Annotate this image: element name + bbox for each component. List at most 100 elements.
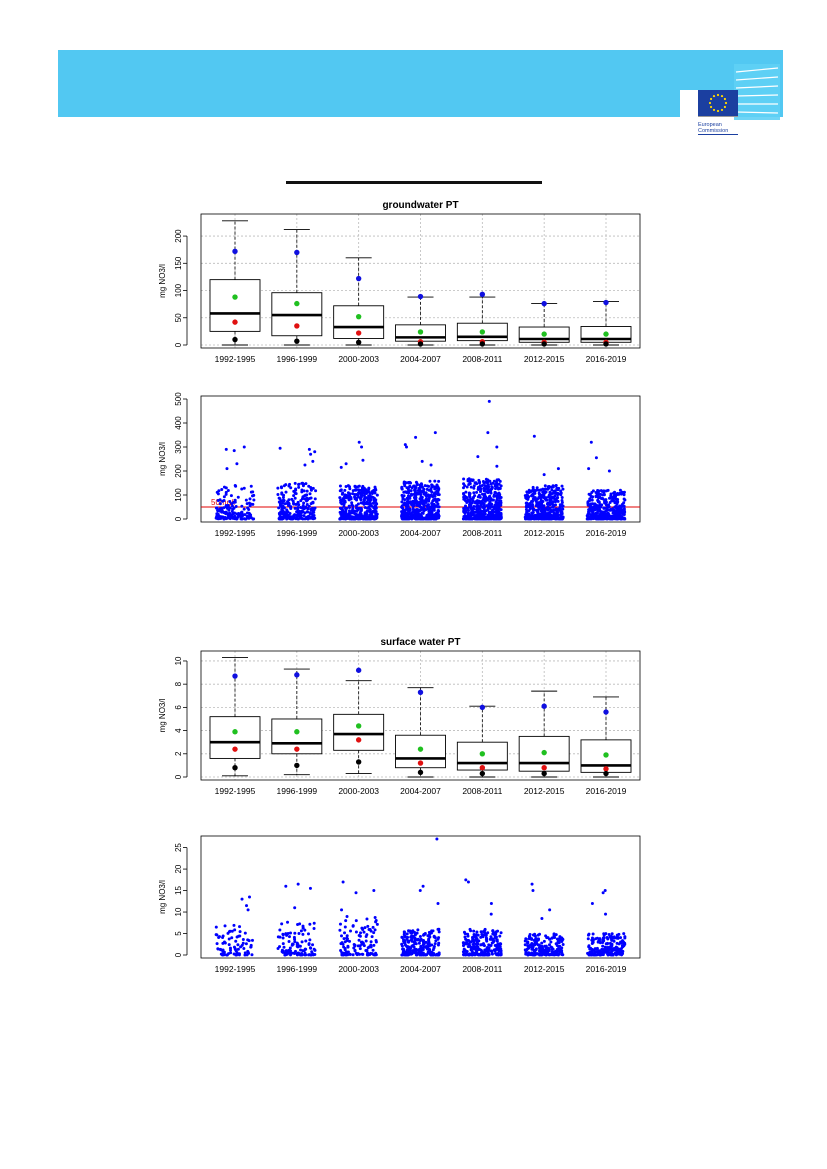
- scatter-point: [425, 504, 429, 508]
- scatter-point: [488, 494, 492, 498]
- scatter-point: [288, 953, 292, 957]
- scatter-point: [610, 508, 614, 512]
- x-tick-label: 2008-2011: [462, 528, 502, 538]
- scatter-point: [214, 506, 218, 510]
- scatter-point: [475, 952, 479, 956]
- min-point: [355, 759, 362, 765]
- scatter-point: [620, 515, 624, 519]
- scatter-point: [485, 945, 489, 949]
- scatter-point: [278, 517, 282, 521]
- x-tick-label: 2016-2019: [586, 964, 627, 974]
- scatter-point: [435, 953, 439, 957]
- scatter-point: [309, 496, 313, 500]
- scatter-point: [252, 498, 256, 502]
- scatter-point: [623, 935, 627, 939]
- scatter-point: [605, 508, 609, 512]
- scatter-point: [373, 504, 377, 508]
- scatter-point: [547, 953, 551, 957]
- scatter-point: [483, 511, 487, 515]
- scatter-point: [471, 496, 475, 500]
- scatter-point: [360, 952, 364, 956]
- scatter-point: [299, 929, 303, 933]
- scatter-point: [302, 949, 306, 953]
- scatter-point: [374, 938, 378, 942]
- scatter-point: [588, 506, 592, 510]
- scatter-point: [309, 452, 313, 456]
- scatter-point: [243, 951, 247, 955]
- scatter-point: [602, 948, 606, 952]
- scatter-point: [312, 510, 316, 514]
- scatter-point: [524, 937, 528, 941]
- scatter-point: [293, 906, 297, 910]
- scatter-point: [413, 488, 417, 492]
- mean-point: [603, 752, 609, 758]
- x-tick-label: 2008-2011: [462, 354, 502, 364]
- scatter-point: [558, 944, 562, 948]
- eu-star-icon: [716, 93, 720, 97]
- scatter-point: [408, 496, 412, 500]
- scatter-point: [355, 953, 359, 957]
- scatter-point: [293, 496, 297, 500]
- scatter-point: [467, 943, 471, 947]
- scatter-point: [604, 516, 608, 520]
- max-point: [294, 249, 300, 256]
- scatter-point: [217, 936, 221, 940]
- scatter-point: [428, 933, 432, 937]
- min-point: [479, 341, 486, 347]
- scatter-point: [228, 517, 232, 521]
- scatter-point: [366, 924, 370, 928]
- eu-flag-icon: European Commission: [680, 64, 780, 135]
- scatter-point: [359, 940, 363, 944]
- scatter-point: [462, 477, 466, 481]
- scatter-point: [365, 917, 369, 921]
- scatter-point: [622, 493, 626, 497]
- y-tick-label: 0: [174, 342, 183, 347]
- scatter-point: [428, 509, 432, 513]
- scatter-point: [617, 932, 621, 936]
- y-tick-label: 20: [174, 864, 183, 873]
- scatter-point: [600, 489, 604, 493]
- min-point: [355, 339, 362, 345]
- scatter-point: [488, 503, 492, 507]
- scatter-point: [495, 464, 499, 468]
- scatter-point: [418, 889, 422, 893]
- scatter-point: [466, 513, 470, 517]
- max-point: [541, 300, 547, 307]
- scatter-point: [589, 946, 593, 950]
- scatter-point: [480, 516, 484, 520]
- logo-text-european: European: [698, 122, 722, 128]
- scatter-point: [306, 932, 310, 936]
- scatter-point: [352, 946, 356, 950]
- scatter-point: [477, 939, 481, 943]
- scatter-point: [369, 517, 373, 521]
- scatter-point: [307, 504, 311, 508]
- scatter-point: [545, 502, 549, 506]
- scatter-point: [476, 948, 480, 952]
- scatter-point: [307, 514, 311, 518]
- scatter-point: [236, 947, 240, 951]
- scatter-point: [601, 891, 605, 895]
- scatter-point: [472, 491, 476, 495]
- scatter-point: [590, 901, 594, 905]
- scatter-point: [468, 479, 472, 483]
- scatter-point: [278, 501, 282, 505]
- scatter-point: [214, 933, 218, 937]
- scatter-point: [406, 494, 410, 498]
- scatter-point: [365, 933, 369, 937]
- scatter-point: [432, 492, 436, 496]
- max-point: [355, 275, 362, 282]
- scatter-point: [590, 936, 594, 940]
- scatter-point: [498, 942, 502, 946]
- min-point: [417, 341, 424, 347]
- scatter-point: [410, 930, 414, 934]
- scatter-point: [370, 510, 374, 514]
- scatter-point: [620, 947, 624, 951]
- scatter-point: [424, 944, 428, 948]
- scatter-point: [293, 937, 297, 941]
- scatter-point: [354, 504, 358, 508]
- scatter-point: [605, 942, 609, 946]
- mean-point: [355, 723, 362, 729]
- scatter-point: [469, 513, 473, 517]
- scatter-point: [338, 517, 342, 521]
- scatter-point: [421, 502, 425, 506]
